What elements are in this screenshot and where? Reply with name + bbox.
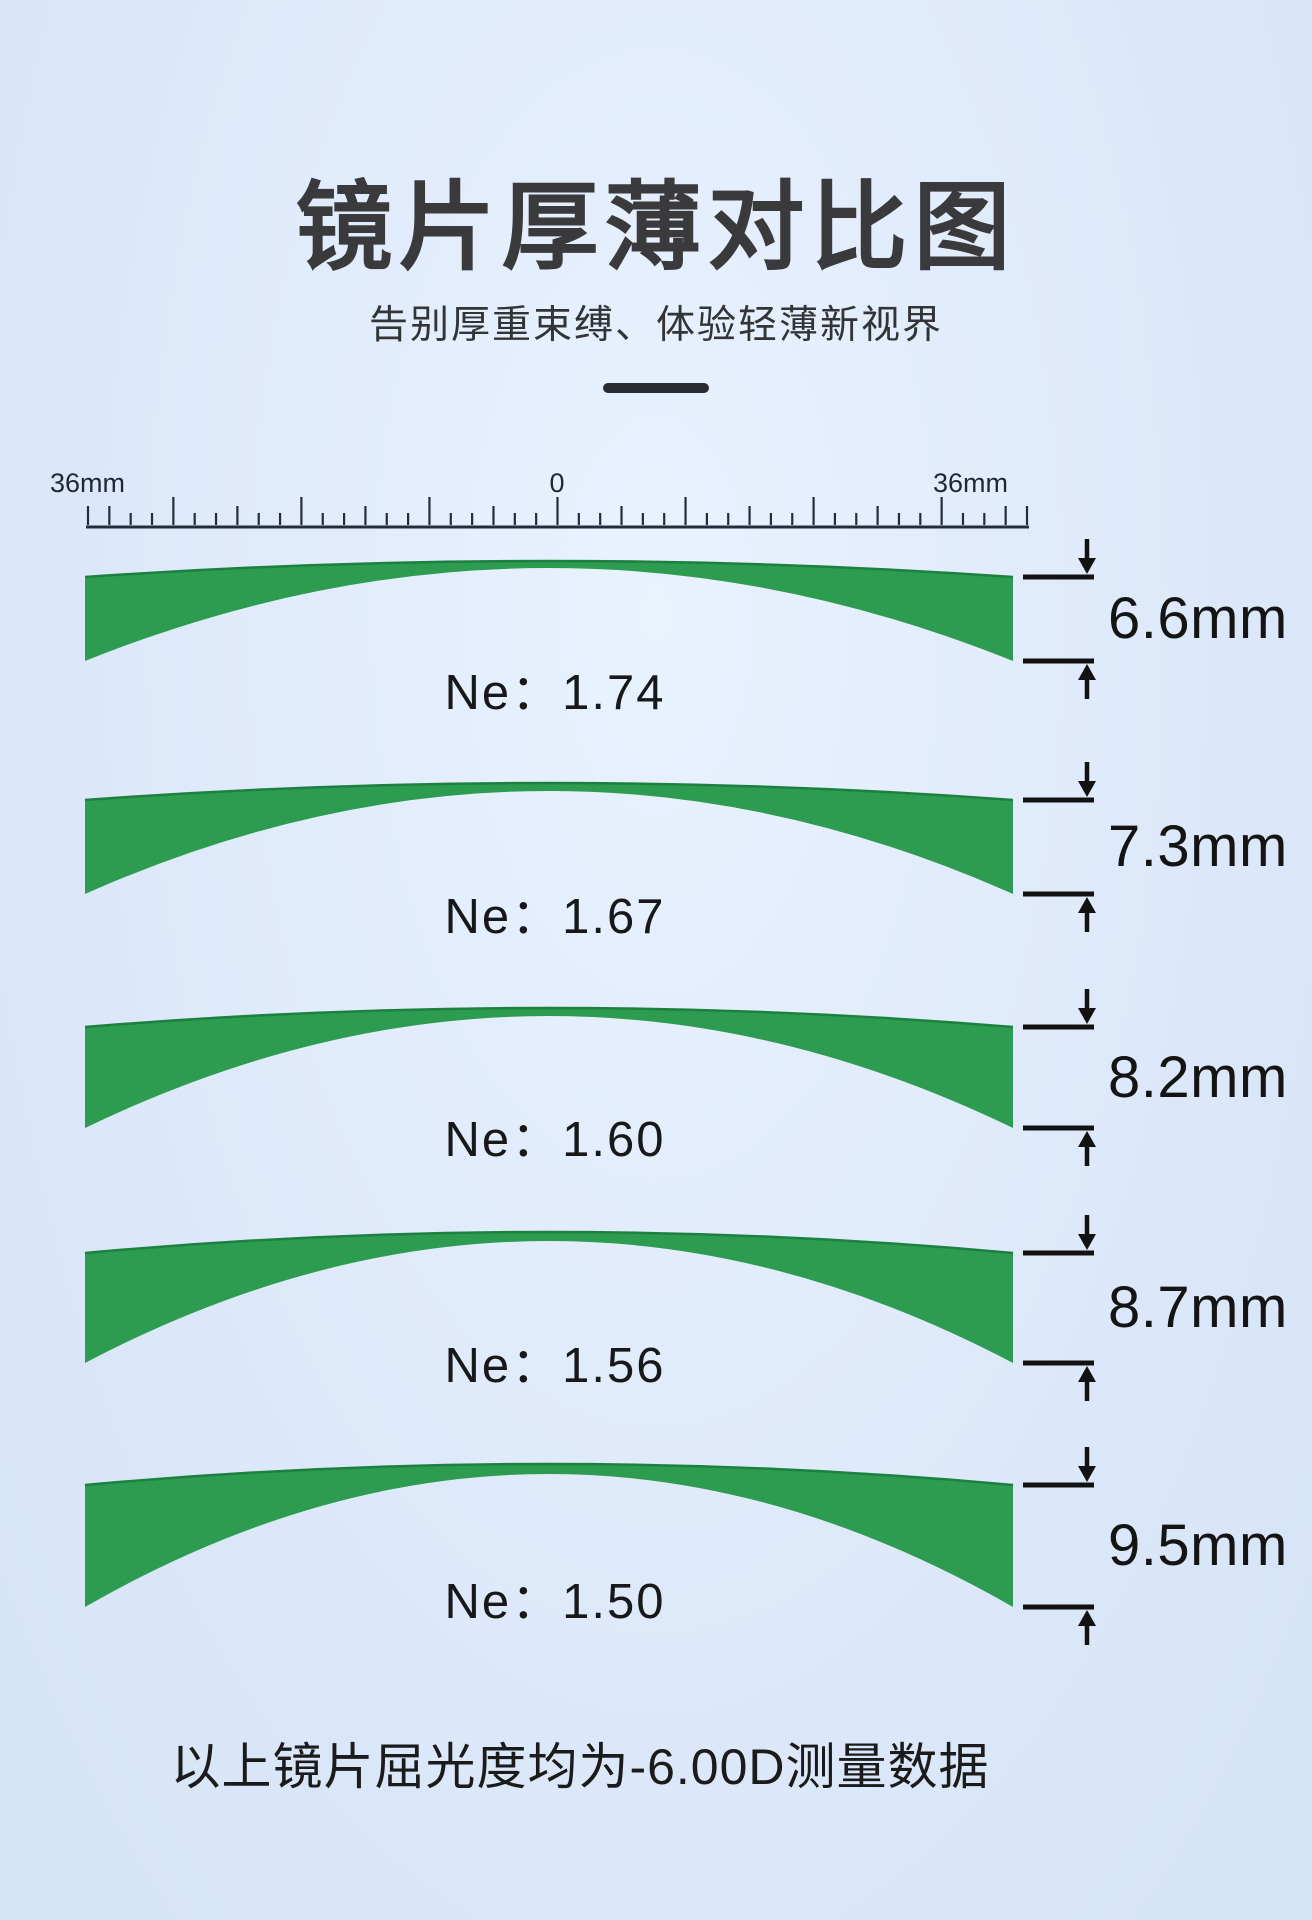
lens-top-edge: [84, 1462, 1014, 1487]
lens-layer: [84, 539, 1096, 1645]
page-title: 镜片厚薄对比图: [295, 173, 1017, 282]
lens-index-label-2: Ne：1.67: [444, 890, 666, 944]
ruler-label-zero: 0: [549, 468, 565, 498]
lens-top-edge: [84, 559, 1014, 579]
lens-cross-section-3: [85, 1008, 1013, 1128]
lens-index-label-5: Ne：1.50: [444, 1575, 666, 1629]
lens-cross-section-4: [85, 1232, 1013, 1363]
arrow-down-icon: [1078, 1008, 1096, 1024]
thickness-label-2: 7.3mm: [1108, 814, 1288, 879]
lens-cross-section-2: [85, 783, 1013, 894]
lens-top-edge: [84, 781, 1014, 802]
arrow-up-icon: [1078, 1610, 1096, 1626]
lens-cross-section-5: [85, 1464, 1013, 1607]
arrow-down-icon: [1078, 781, 1096, 797]
arrow-down-icon: [1078, 558, 1096, 574]
arrow-up-icon: [1078, 897, 1096, 913]
arrow-up-icon: [1078, 664, 1096, 680]
lens-index-label-3: Ne：1.60: [444, 1113, 666, 1167]
thickness-label-3: 8.2mm: [1108, 1045, 1288, 1110]
arrow-up-icon: [1078, 1366, 1096, 1382]
lens-top-edge: [84, 1230, 1014, 1255]
lens-cross-section-1: [85, 561, 1013, 661]
lens-top-edge: [84, 1006, 1014, 1029]
ruler-label-left: 36mm: [50, 468, 126, 498]
arrow-up-icon: [1078, 1131, 1096, 1147]
thickness-label-5: 9.5mm: [1108, 1513, 1288, 1578]
lens-index-label-4: Ne：1.56: [444, 1339, 666, 1393]
lens-index-label-1: Ne：1.74: [444, 666, 666, 720]
ruler: [86, 497, 1029, 529]
arrow-down-icon: [1078, 1234, 1096, 1250]
thickness-label-4: 8.7mm: [1108, 1275, 1288, 1340]
title-divider: [603, 383, 709, 393]
footnote: 以上镜片屈光度均为-6.00D测量数据: [170, 1739, 990, 1795]
page-subtitle: 告别厚重束缚、体验轻薄新视界: [368, 304, 944, 347]
thickness-label-1: 6.6mm: [1108, 586, 1288, 651]
ruler-label-right: 36mm: [932, 468, 1008, 498]
arrow-down-icon: [1078, 1466, 1096, 1482]
